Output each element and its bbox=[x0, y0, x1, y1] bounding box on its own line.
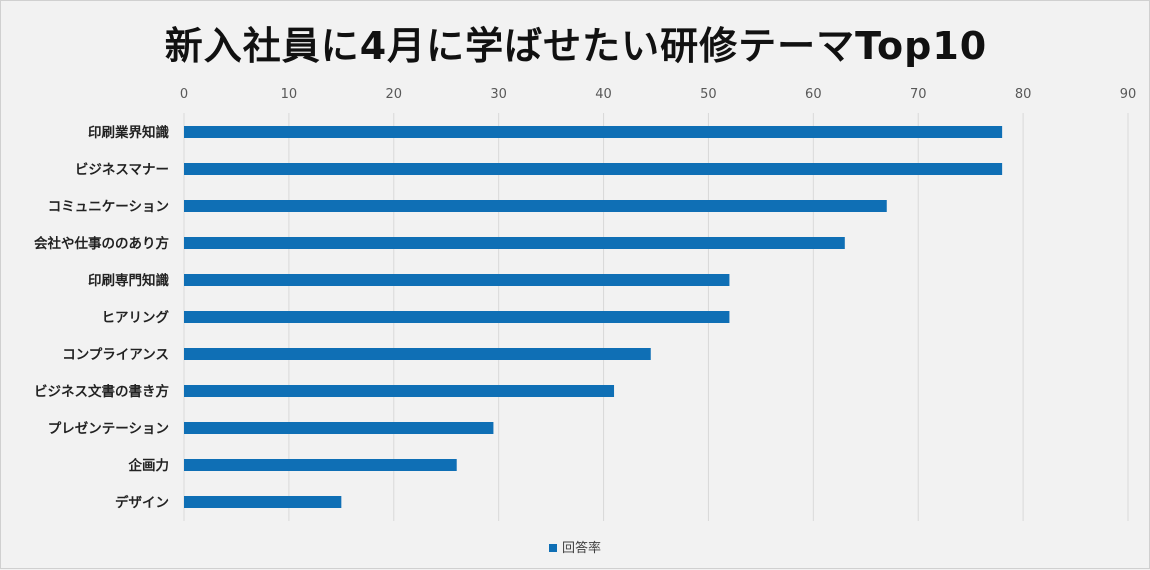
category-label: 会社や仕事ののあり方 bbox=[34, 235, 169, 252]
category-label: 印刷業界知識 bbox=[88, 124, 169, 141]
bar bbox=[184, 311, 730, 323]
x-tick-label: 30 bbox=[490, 87, 507, 102]
bar bbox=[184, 422, 494, 434]
bar bbox=[184, 200, 887, 212]
x-tick-label: 50 bbox=[700, 87, 717, 102]
category-label: コミュニケーション bbox=[48, 199, 169, 215]
category-label: デザイン bbox=[115, 494, 169, 511]
chart-title: 新入社員に4月に学ばせたい研修テーマTop10 bbox=[164, 24, 988, 68]
bar bbox=[184, 496, 342, 508]
bar bbox=[184, 274, 730, 286]
category-label: プレゼンテーション bbox=[48, 420, 169, 437]
bar bbox=[184, 237, 845, 249]
x-tick-label: 80 bbox=[1015, 87, 1032, 102]
x-tick-label: 90 bbox=[1120, 87, 1137, 102]
x-tick-label: 40 bbox=[595, 87, 612, 102]
bar bbox=[184, 163, 1003, 175]
legend-label: 回答率 bbox=[562, 540, 601, 556]
category-label: ヒアリング bbox=[102, 309, 170, 326]
x-tick-label: 20 bbox=[386, 87, 403, 102]
bar bbox=[184, 348, 651, 360]
category-label: 企画力 bbox=[128, 457, 170, 474]
x-tick-label: 60 bbox=[805, 87, 822, 102]
x-tick-label: 70 bbox=[910, 87, 927, 102]
legend-swatch bbox=[549, 544, 557, 552]
x-tick-label: 0 bbox=[180, 87, 188, 102]
category-label: ビジネス文書の書き方 bbox=[34, 383, 169, 400]
bar bbox=[184, 459, 457, 471]
category-label: ビジネスマナー bbox=[75, 162, 169, 178]
bar bbox=[184, 126, 1003, 138]
x-tick-label: 10 bbox=[281, 87, 298, 102]
bar bbox=[184, 385, 615, 397]
category-label: 印刷専門知識 bbox=[88, 272, 169, 289]
category-label: コンプライアンス bbox=[62, 347, 169, 363]
